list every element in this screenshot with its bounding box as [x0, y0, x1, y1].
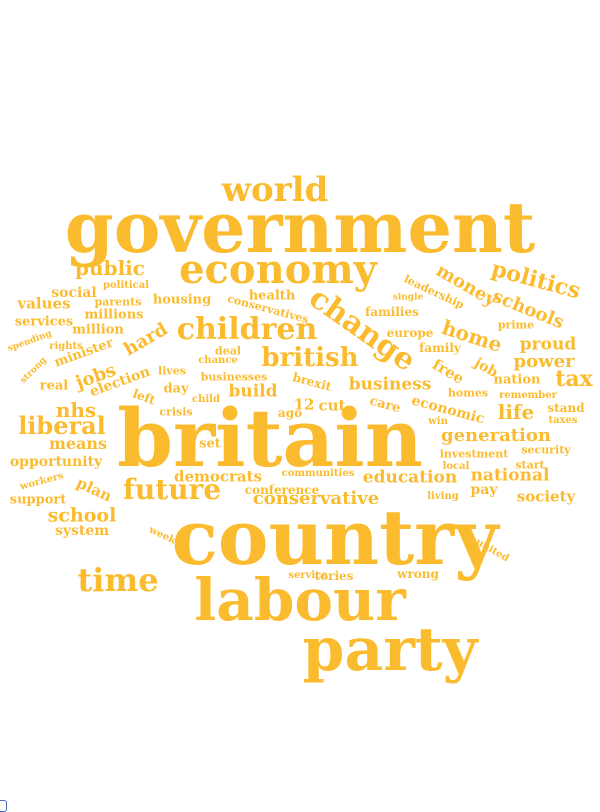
word-country: country [171, 493, 499, 582]
word-services: services [14, 314, 74, 330]
word-free: free [429, 355, 468, 388]
word-europe: europe [386, 326, 434, 340]
word-national: national [470, 465, 550, 486]
word-power: power [513, 351, 575, 372]
word-remember: remember [499, 390, 557, 401]
word-values: values [17, 294, 71, 313]
word-health: health [248, 288, 296, 304]
word-local: local [442, 461, 470, 472]
word-single: single [392, 292, 424, 303]
word-government: government [64, 186, 536, 269]
word-children: children [176, 312, 318, 347]
word-investment: investment [439, 447, 509, 461]
word-wrong: wrong [397, 567, 439, 581]
word-crisis: crisis [159, 405, 193, 419]
word-liberal: liberal [18, 411, 106, 440]
word-hard: hard [120, 318, 172, 361]
word-families: families [365, 305, 419, 319]
word-service: service [288, 570, 328, 581]
word-generation: generation [441, 425, 551, 446]
word-social: social [51, 285, 97, 301]
word-chance: chance [198, 355, 238, 366]
word-lives: lives [158, 364, 186, 378]
word-economy: economy [179, 246, 377, 293]
word-stand: stand [547, 401, 585, 415]
word-start: start [515, 458, 545, 472]
word-political: political [102, 280, 150, 291]
word-life: life [497, 400, 535, 424]
word-time: time [77, 561, 159, 599]
word-workers: workers [18, 470, 65, 493]
word-million: million [72, 322, 124, 338]
word-12: 12 [293, 395, 315, 414]
word-rights: rights [49, 341, 83, 352]
word-system: system [54, 523, 110, 539]
word-prime: prime [497, 318, 535, 332]
word-win: win [428, 416, 448, 427]
word-britain: britain [117, 391, 423, 485]
word-support: support [9, 492, 67, 508]
word-education: education [362, 467, 458, 488]
word-public: public [75, 256, 145, 280]
word-security: security [521, 443, 571, 457]
word-means: means [48, 434, 108, 453]
word-millions: millions [84, 307, 144, 323]
word-conference: conference [244, 483, 320, 497]
word-pay: pay [470, 482, 498, 498]
word-party: party [302, 615, 478, 685]
word-homes: homes [447, 386, 489, 400]
word-brexit: brexit [291, 370, 333, 394]
word-parents: parents [94, 295, 142, 309]
word-businesses: businesses [200, 370, 268, 384]
word-housing: housing [152, 292, 212, 308]
word-living: living [427, 491, 459, 502]
word-cut: cut [318, 396, 346, 415]
word-child: child [192, 394, 220, 405]
word-plan: plan [73, 473, 115, 506]
word-society: society [516, 487, 576, 506]
word-real: real [39, 378, 69, 394]
word-british: british [261, 343, 359, 373]
word-set: set [199, 436, 221, 452]
word-future: future [122, 473, 222, 506]
word-tories: tories [314, 569, 354, 583]
word-family: family [419, 341, 461, 355]
word-day: day [163, 381, 189, 397]
word-deal: deal [215, 344, 241, 358]
word-build: build [228, 381, 278, 402]
word-world: world [221, 170, 329, 210]
word-school: school [47, 504, 117, 527]
word-labour: labour [194, 566, 406, 634]
corner-bracket-icon [0, 800, 7, 812]
word-nhs: nhs [55, 398, 97, 422]
word-business: business [348, 374, 432, 395]
word-spending: spending [6, 328, 54, 355]
word-democrats: democrats [173, 467, 263, 486]
word-taxes: taxes [548, 415, 578, 426]
word-conservative: conservative [252, 488, 380, 509]
word-tax: tax [555, 366, 593, 392]
word-proud: proud [519, 334, 577, 355]
word-ago: ago [277, 406, 303, 420]
word-communities: communities [281, 468, 355, 479]
word-nation: nation [493, 372, 541, 388]
word-opportunity: opportunity [9, 454, 103, 470]
